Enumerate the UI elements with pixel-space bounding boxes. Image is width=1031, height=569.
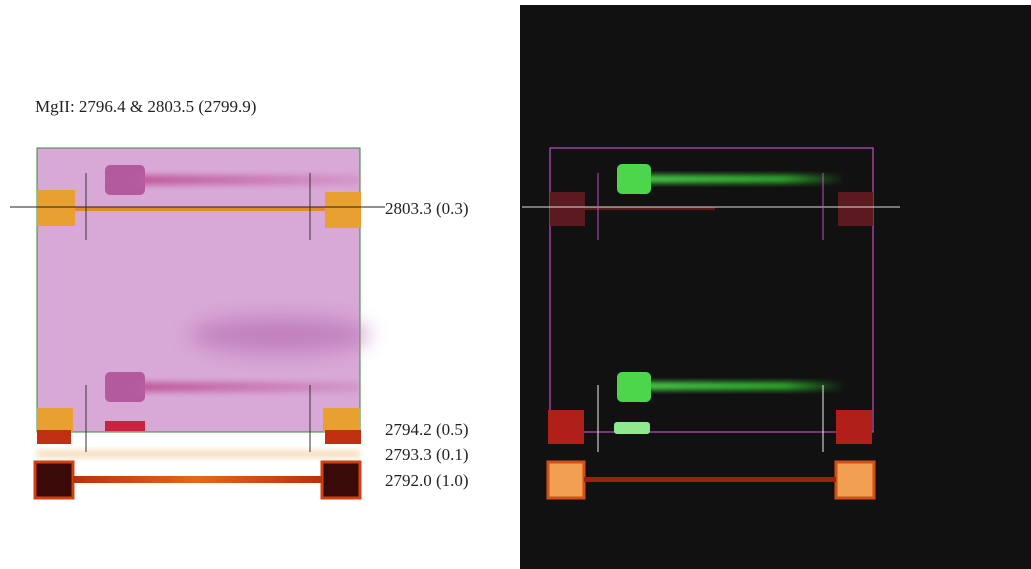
marker-square	[325, 192, 361, 228]
line-label: 2792.0 (1.0)	[385, 471, 469, 490]
orange-line	[75, 207, 325, 211]
streak	[140, 175, 360, 185]
marker-square	[838, 192, 873, 226]
left-panel	[10, 148, 385, 498]
streak	[140, 382, 360, 392]
dark-square	[35, 462, 73, 498]
bright-square	[836, 462, 874, 498]
panel-title: MgII: 2796.4 & 2803.5 (2799.9)	[35, 97, 256, 116]
blob	[105, 372, 145, 402]
marker-square	[37, 408, 73, 432]
smear	[190, 317, 370, 353]
dark-square	[322, 462, 360, 498]
marker-square	[550, 192, 585, 226]
red-square	[37, 430, 71, 444]
red-square	[836, 410, 872, 444]
dark-background	[520, 5, 1031, 569]
right-panel	[520, 5, 1031, 569]
bright-square	[548, 462, 584, 498]
marker-square	[323, 408, 360, 432]
streak	[645, 175, 845, 183]
marker-square	[37, 190, 75, 226]
red-line	[584, 477, 836, 482]
streak	[645, 382, 845, 390]
red-square	[548, 410, 584, 444]
blob	[105, 165, 145, 195]
line-label: 2794.2 (0.5)	[385, 420, 469, 439]
line-label: 2793.3 (0.1)	[385, 445, 469, 464]
figure: MgII: 2796.4 & 2803.5 (2799.9) 2803.3 (0…	[0, 0, 1031, 569]
orange-line	[73, 476, 322, 483]
blob	[614, 422, 650, 434]
red-square	[325, 430, 361, 444]
blob	[105, 421, 145, 431]
line-label: 2803.3 (0.3)	[385, 199, 469, 218]
faint-line	[37, 450, 360, 458]
